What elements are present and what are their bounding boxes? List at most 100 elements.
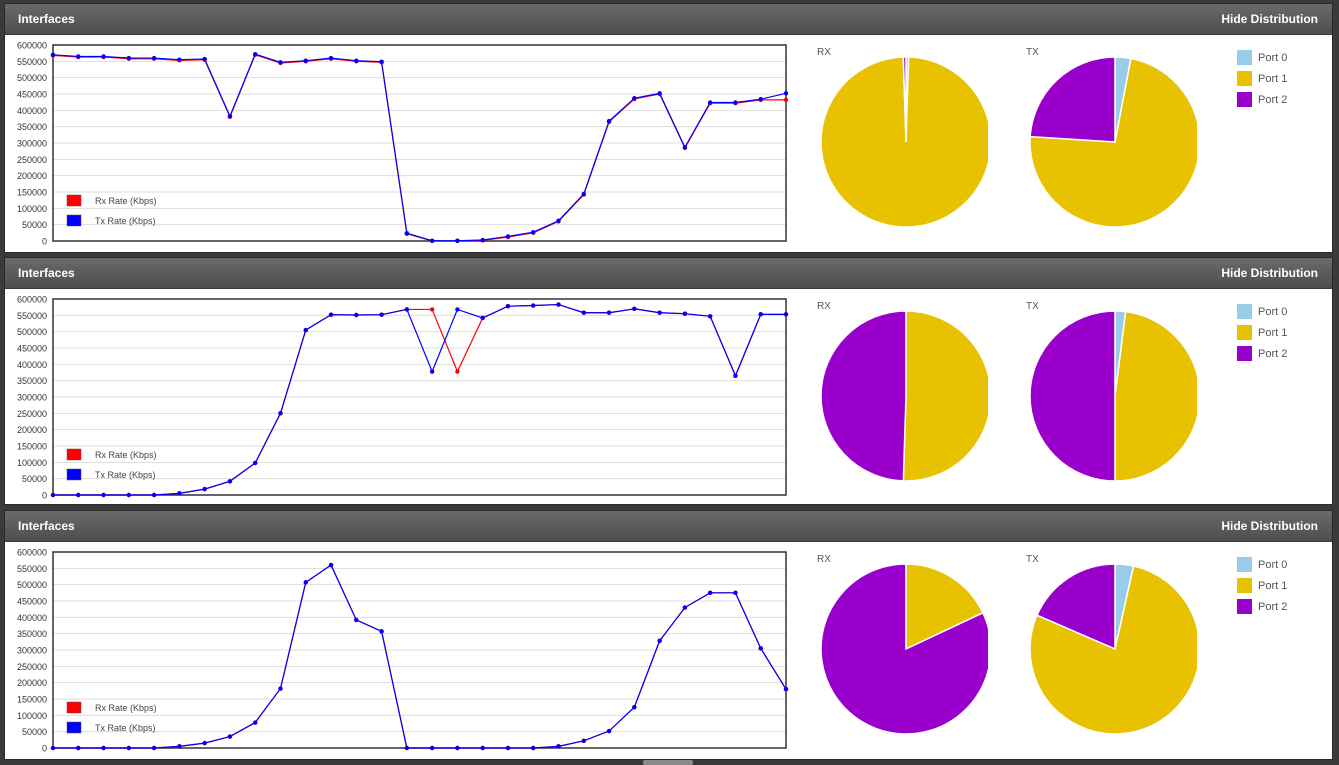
port-0-swatch xyxy=(1237,50,1252,65)
legend-item-port-2[interactable]: Port 2 xyxy=(1237,343,1287,364)
legend-swatch xyxy=(66,468,82,481)
data-point xyxy=(733,100,738,105)
legend-item-port-2[interactable]: Port 2 xyxy=(1237,89,1287,110)
data-point xyxy=(531,303,536,308)
data-point xyxy=(404,307,410,312)
tx-distribution-pie xyxy=(1029,563,1197,735)
data-point xyxy=(404,745,410,751)
legend-label: Rx Rate (Kbps) xyxy=(95,450,157,460)
pie-slice-port-2 xyxy=(1029,310,1116,482)
plot-area-frame xyxy=(52,298,787,496)
y-tick-label: 450000 xyxy=(17,597,47,607)
legend-label: Port 1 xyxy=(1258,72,1288,85)
y-tick-label: 200000 xyxy=(17,678,47,688)
y-tick-label: 400000 xyxy=(17,360,47,370)
data-point xyxy=(379,312,384,317)
port-1-swatch xyxy=(1237,578,1252,593)
data-point xyxy=(177,491,182,496)
legend-item-port-0[interactable]: Port 0 xyxy=(1237,47,1287,68)
pie-slice-port-1 xyxy=(1029,57,1197,228)
data-point xyxy=(429,307,435,312)
legend-item-port-1[interactable]: Port 1 xyxy=(1237,575,1287,596)
data-point xyxy=(303,58,308,63)
data-point xyxy=(733,590,738,596)
data-point xyxy=(354,617,359,623)
legend-item-port-1[interactable]: Port 1 xyxy=(1237,68,1287,89)
data-point xyxy=(480,315,485,321)
y-tick-label: 100000 xyxy=(17,458,47,468)
y-tick-label: 600000 xyxy=(17,41,47,51)
data-point xyxy=(480,745,485,751)
data-point xyxy=(227,734,233,739)
port-2-swatch xyxy=(1237,346,1252,361)
data-point xyxy=(126,492,132,498)
data-point xyxy=(733,373,738,378)
panel-body: 600000 550000 500000 450000 400000 350000 3000… xyxy=(5,289,1332,504)
data-point xyxy=(657,310,662,315)
y-tick-label: 500000 xyxy=(17,327,47,337)
legend-label: Port 1 xyxy=(1258,579,1288,592)
horizontal-scrollbar[interactable] xyxy=(643,760,693,765)
data-point xyxy=(50,745,56,751)
data-point xyxy=(682,605,688,610)
data-point xyxy=(556,744,561,749)
legend-label: Port 2 xyxy=(1258,347,1288,360)
port-legend: Port 0 Port 1 Port 2 xyxy=(1237,301,1287,364)
legend-item-port-2[interactable]: Port 2 xyxy=(1237,596,1287,617)
legend-swatch xyxy=(66,214,82,227)
hide-distribution-button[interactable]: Hide Distribution xyxy=(1221,266,1318,280)
pie-slice-port-1 xyxy=(905,563,984,651)
series-line-rx xyxy=(52,54,786,242)
data-point xyxy=(632,704,637,710)
pie-slice-port-2 xyxy=(820,563,988,735)
plot-area-frame xyxy=(52,44,787,242)
data-point xyxy=(101,745,106,751)
legend-swatch xyxy=(66,721,82,734)
y-tick-label: 50000 xyxy=(22,727,47,737)
port-2-swatch xyxy=(1237,599,1252,614)
data-point xyxy=(379,59,384,64)
data-point xyxy=(253,720,258,725)
data-point xyxy=(429,369,435,374)
series-line-tx xyxy=(53,303,786,496)
data-point xyxy=(606,310,612,315)
panel-header: Interfaces Hide Distribution xyxy=(5,258,1332,289)
data-point xyxy=(151,745,157,751)
y-tick-label: 50000 xyxy=(22,220,47,230)
panel-title: Interfaces xyxy=(18,12,75,26)
y-tick-label: 500000 xyxy=(17,73,47,83)
legend-label: Port 1 xyxy=(1258,326,1288,339)
panel-header: Interfaces Hide Distribution xyxy=(5,511,1332,542)
data-point xyxy=(177,744,182,749)
legend-item-port-0[interactable]: Port 0 xyxy=(1237,301,1287,322)
data-point xyxy=(758,646,763,651)
legend-item-port-0[interactable]: Port 0 xyxy=(1237,554,1287,575)
y-tick-label: 250000 xyxy=(17,409,47,419)
series-line-rx xyxy=(53,564,787,749)
legend-label: Port 0 xyxy=(1258,558,1288,571)
pie-slice-port-1 xyxy=(902,310,988,482)
data-point xyxy=(177,57,182,62)
y-tick-label: 100000 xyxy=(17,204,47,214)
y-tick-label: 200000 xyxy=(17,171,47,181)
data-point xyxy=(707,590,713,596)
data-point xyxy=(783,97,789,103)
data-point xyxy=(707,100,713,105)
data-point xyxy=(404,230,410,236)
legend-label: Port 0 xyxy=(1258,305,1288,318)
data-point xyxy=(303,580,308,585)
legend-item-port-1[interactable]: Port 1 xyxy=(1237,322,1287,343)
panel-body: 600000 550000 500000 450000 400000 350000 3000… xyxy=(5,542,1332,759)
legend-label: Rx Rate (Kbps) xyxy=(95,703,157,713)
hide-distribution-button[interactable]: Hide Distribution xyxy=(1221,12,1318,26)
hide-distribution-button[interactable]: Hide Distribution xyxy=(1221,519,1318,533)
y-tick-label: 500000 xyxy=(17,580,47,590)
series-line-tx xyxy=(52,53,787,242)
port-2-swatch xyxy=(1237,92,1252,107)
series-line-rx xyxy=(53,303,786,496)
y-tick-label: 50000 xyxy=(22,474,47,484)
legend-swatch xyxy=(66,448,82,461)
y-tick-label: 550000 xyxy=(17,564,47,574)
data-point xyxy=(354,58,359,63)
data-point xyxy=(783,91,789,96)
